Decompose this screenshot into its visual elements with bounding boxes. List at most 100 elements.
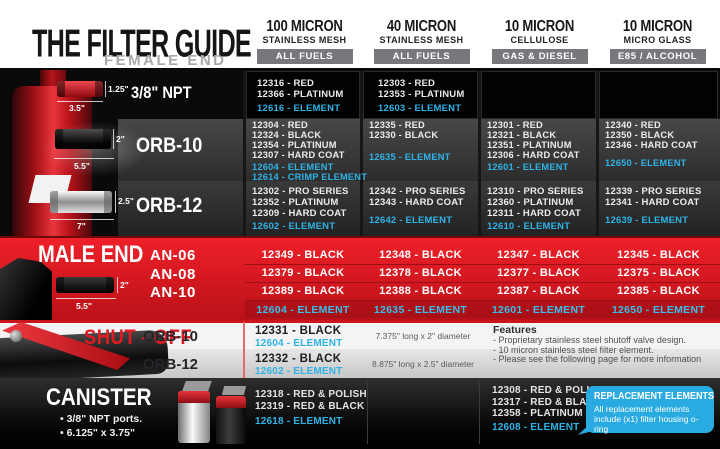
canister-photo-black	[216, 396, 246, 444]
element-number: 12639 - ELEMENT	[605, 215, 689, 226]
cell-an06-40micron: 12348 - BLACK	[379, 249, 462, 261]
shutoff-row-label-orb12: ORB-12	[143, 356, 199, 373]
shutoff-valve-hinge	[10, 330, 22, 342]
canister-spec-item: • 3/8" NPT ports.	[60, 413, 143, 425]
shutoff-heading: SHUT - OFF	[84, 326, 193, 349]
row-label-an10: AN-10	[150, 284, 196, 301]
cell-orb12-10micron-cellulose: 12310 - PRO SERIES 12360 - PLATINUM 12311 …	[487, 186, 584, 233]
column-media: CELLULOSE	[510, 35, 569, 45]
part-number: 12342 - PRO SERIES	[369, 186, 466, 197]
column-divider	[478, 71, 481, 236]
column-divider	[243, 71, 246, 236]
male-element-microglass: 12650 - ELEMENT	[611, 304, 706, 316]
column-media: STAINLESS MESH	[262, 35, 347, 45]
row-label-npt: 3/8" NPT	[131, 83, 192, 102]
column-divider	[360, 71, 363, 236]
dimension-length: 5.5"	[74, 161, 90, 171]
male-filter-thumbnail	[56, 277, 114, 293]
dimension-height: 2"	[120, 280, 129, 290]
cell-an06-100micron: 12349 - BLACK	[261, 249, 345, 261]
orb10-filter-thumbnail	[55, 129, 111, 149]
part-number: 12321 - BLACK	[487, 130, 557, 140]
shutoff-part-orb12: 12332 - BLACK	[255, 353, 342, 365]
element-number: 12616 - ELEMENT	[257, 103, 341, 114]
dimension-line	[113, 129, 114, 149]
shutoff-size-orb10: 7.375" long x 2" diameter	[375, 331, 471, 341]
cell-orb12-10micron-microglass: 12339 - PRO SERIES 12341 - HARD COAT 1263…	[605, 186, 702, 227]
dimension-length: 5.5"	[76, 301, 92, 311]
features-title: Features	[493, 324, 537, 336]
column-micron: 10 MICRON	[622, 18, 693, 35]
element-number: 12642 - ELEMENT	[369, 215, 453, 226]
shutoff-size-orb12: 8.875" long x 2.5" diameter	[372, 359, 474, 369]
shutoff-part-orb10: 12331 - BLACK	[255, 325, 342, 337]
row-divider	[245, 264, 720, 265]
part-number: 12354 - PLATINUM	[252, 140, 337, 150]
feature-item: - Proprietary stainless steel shutoff va…	[493, 335, 686, 345]
replacement-elements-callout: REPLACEMENT ELEMENTS All replacement ele…	[586, 386, 714, 434]
dimension-line	[105, 81, 106, 97]
column-divider	[479, 382, 480, 444]
dimension-line	[57, 101, 103, 102]
part-number: 12311 - HARD COAT	[487, 208, 582, 219]
part-number: 12304 - RED	[252, 120, 308, 130]
part-number: 12302 - PRO SERIES	[252, 186, 349, 197]
cell-an08-100micron: 12379 - BLACK	[261, 267, 345, 279]
cell-canister-100micron: 12318 - RED & POLISH 12319 - RED & BLACK …	[255, 389, 367, 428]
cell-orb12-100micron: 12302 - PRO SERIES 12352 - PLATINUM 12309 …	[252, 186, 349, 233]
column-divider	[596, 71, 599, 236]
page-title: THE FILTER GUIDE	[32, 22, 252, 66]
row-label-orb12: ORB-12	[136, 194, 203, 217]
cell-an08-cellulose: 12377 - BLACK	[497, 267, 580, 279]
element-number: 12602 - ELEMENT	[252, 221, 336, 232]
column-header-10-micron-microglass: 10 MICRON MICRO GLASS E85 / ALCOHOL	[599, 18, 716, 64]
cell-canister-cellulose: 12308 - RED & POLISH 12317 - RED & BLACK 1…	[492, 385, 604, 433]
part-number: 12335 - RED	[369, 120, 425, 130]
cell-an06-microglass: 12345 - BLACK	[617, 249, 700, 261]
fuel-badge: GAS & DIESEL	[491, 49, 588, 64]
row-panel-orb12	[118, 181, 720, 236]
male-end-section	[0, 236, 720, 320]
cell-orb10-10micron-cellulose: 12301 - RED 12321 - BLACK 12351 - PLATINUM…	[487, 120, 580, 172]
cell-an10-40micron: 12388 - BLACK	[379, 285, 462, 297]
part-number: 12310 - PRO SERIES	[487, 186, 584, 197]
column-micron: 10 MICRON	[504, 18, 575, 35]
feature-item: - Please see the following page for more…	[493, 354, 702, 364]
part-number: 12351 - PLATINUM	[487, 140, 572, 150]
orb12-filter-thumbnail	[50, 191, 112, 213]
feature-item: - 10 micron stainless steel filter eleme…	[493, 344, 654, 355]
part-number: 12308 - RED & POLISH	[492, 385, 604, 396]
row-label-orb10: ORB-10	[136, 134, 203, 157]
part-number: 12307 - HARD COAT	[252, 150, 345, 160]
dimension-height: 2"	[116, 134, 125, 144]
male-element-100micron: 12604 - ELEMENT	[256, 304, 350, 316]
part-number: 12352 - PLATINUM	[252, 197, 339, 208]
part-number: 12339 - PRO SERIES	[605, 186, 702, 197]
column-header-40-micron: 40 MICRON STAINLESS MESH ALL FUELS	[363, 18, 480, 64]
cell-an10-cellulose: 12387 - BLACK	[497, 285, 580, 297]
cell-npt-10micron-cellulose-empty	[481, 71, 596, 119]
part-number: 12346 - HARD COAT	[605, 140, 698, 150]
part-number: 12316 - RED	[257, 78, 315, 89]
dimension-line	[115, 191, 116, 213]
column-header-100-micron: 100 MICRON STAINLESS MESH ALL FUELS	[246, 19, 363, 64]
callout-body: All replacement elements include (x1) fi…	[594, 404, 699, 434]
canister-bracket	[182, 381, 212, 391]
element-number: 12603 - ELEMENT	[378, 103, 462, 114]
cell-npt-10micron-microglass-empty	[599, 71, 718, 119]
part-number: 12309 - HARD COAT	[252, 208, 347, 219]
column-micron: 40 MICRON	[386, 18, 457, 35]
dimension-length: 3.5"	[69, 103, 85, 113]
dimension-height: 2.5"	[118, 196, 134, 206]
thumbnail-glow	[38, 119, 152, 179]
part-number: 12350 - BLACK	[605, 130, 675, 140]
dimension-line	[50, 219, 114, 220]
male-end-heading: MALE END	[38, 241, 144, 268]
row-label-an08: AN-08	[150, 266, 196, 283]
dimension-line	[54, 158, 114, 159]
part-number: 12318 - RED & POLISH	[255, 389, 367, 400]
dimension-line	[117, 277, 118, 293]
part-number: 12366 - PLATINUM	[257, 89, 344, 100]
part-number: 12317 - RED & BLACK	[492, 396, 602, 408]
